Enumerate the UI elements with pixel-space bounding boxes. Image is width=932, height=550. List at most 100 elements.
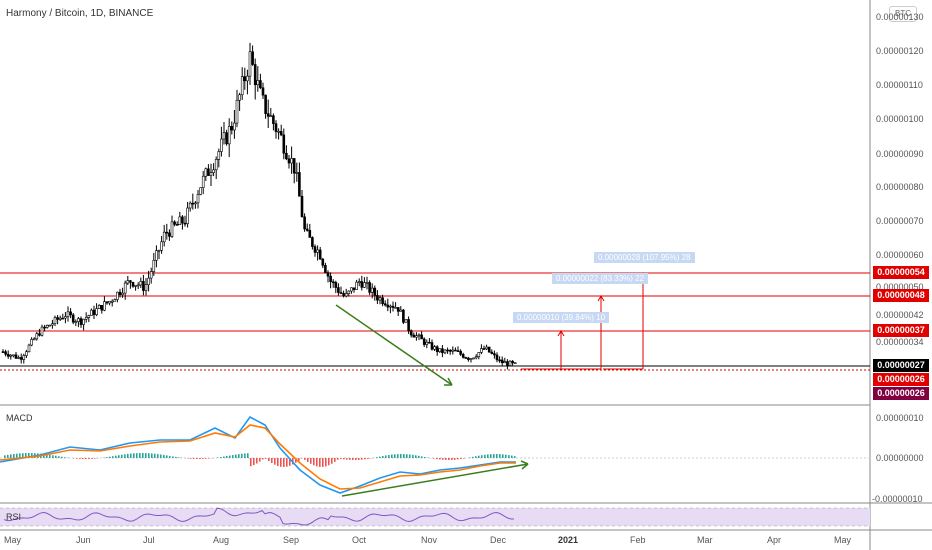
macd-hist-bar [112,456,114,458]
candle-body [383,303,387,306]
macd-hist-bar [469,457,471,458]
macd-hist-bar [493,454,495,458]
candle-body [129,280,132,283]
macd-hist-bar [451,458,453,460]
target-label-2[interactable]: 0.00000022 (83.33%) 22 [552,273,649,284]
macd-hist-bar [91,458,93,459]
candle-body [157,249,161,252]
candle-body [17,357,20,359]
macd-hist-bar [7,454,9,458]
target-label-3[interactable]: 0.00000028 (107.95%) 28 [594,252,695,263]
candle-body [186,207,189,224]
candle-body [155,250,158,261]
candle-body [461,354,465,358]
candle-body [108,300,111,304]
macd-hist-bar [298,458,300,461]
target-label-1[interactable]: 0.00000010 (39.84%) 10 [513,312,610,323]
candle-body [269,115,273,118]
macd-hist-bar [169,455,171,458]
macd-hist-bar [325,458,327,467]
macd-hist-bar [145,453,147,458]
macd-hist-bar [448,458,450,460]
candle-body [48,324,52,327]
candle-body [329,275,332,283]
candle-body [477,352,481,357]
candle-body [61,317,65,320]
macd-tick: 0.00000000 [876,453,924,463]
macd-hist-bar [376,457,378,458]
macd-hist-bar [406,454,408,458]
currency-badge[interactable]: BTC [889,6,917,22]
macd-hist-bar [13,454,15,458]
candle-body [207,168,210,176]
candle-body [430,342,434,350]
macd-hist-bar [445,458,447,460]
candle-body [121,292,124,295]
macd-hist-bar [262,458,264,460]
candle-body [513,362,517,364]
candle-body [6,353,10,357]
macd-hist-bar [400,454,402,458]
candle-body [472,357,475,360]
candle-body [217,151,221,160]
candle-body [311,237,314,247]
level-tag-026: 0.00000026 [873,373,929,386]
macd-hist-bar [352,458,354,460]
candle-body [100,304,104,311]
macd-hist-bar [217,457,219,458]
macd-hist-bar [4,455,6,458]
candle-body [105,301,109,304]
macd-hist-bar [142,453,144,458]
candle-body [417,334,421,337]
candle-body [222,132,226,140]
candle-body [287,158,291,164]
candle-body [334,282,338,288]
rsi-label: RSI [6,512,22,522]
candle-body [308,230,312,238]
macd-hist-bar [412,454,414,458]
candle-body [152,259,156,272]
macd-hist-bar [286,458,288,467]
candle-body [131,282,135,287]
price-tick: 0.00000034 [876,337,924,347]
candle-body [58,317,62,320]
candle-body [79,318,83,325]
macd-hist-bar [337,458,339,460]
candle-body [303,216,306,230]
macd-hist-bar [178,457,180,458]
candle-body [381,297,384,305]
macd-hist-bar [163,454,165,458]
macd-hist-bar [196,458,198,459]
candle-body [441,348,444,354]
candle-body [160,241,163,251]
macd-hist-bar [403,454,405,458]
candle-body [199,187,202,195]
macd-hist-bar [115,455,117,458]
time-tick: 2021 [558,535,579,545]
candle-body [487,346,491,353]
macd-hist-bar [268,458,270,462]
macd-hist-bar [202,458,204,459]
candle-body [459,350,462,355]
candle-body [64,316,67,319]
target-arrow-head [557,330,565,337]
candle-body [264,94,267,114]
macd-hist-bar [454,458,456,460]
candle-body [123,282,127,294]
macd-label: MACD [6,413,33,423]
candle-body [194,202,197,205]
macd-hist-bar [235,454,237,458]
trend-arrow-head [444,377,453,386]
macd-hist-bar [31,453,33,458]
candle-body [196,194,200,204]
candle-body [339,292,343,294]
candle-body [404,319,408,323]
candle-body [227,126,231,145]
macd-tick: -0.00000010 [872,494,923,504]
macd-hist-bar [328,458,330,466]
candle-body [220,138,223,152]
time-tick: May [834,535,852,545]
candle-body [326,272,330,277]
macd-hist-bar [265,458,267,459]
